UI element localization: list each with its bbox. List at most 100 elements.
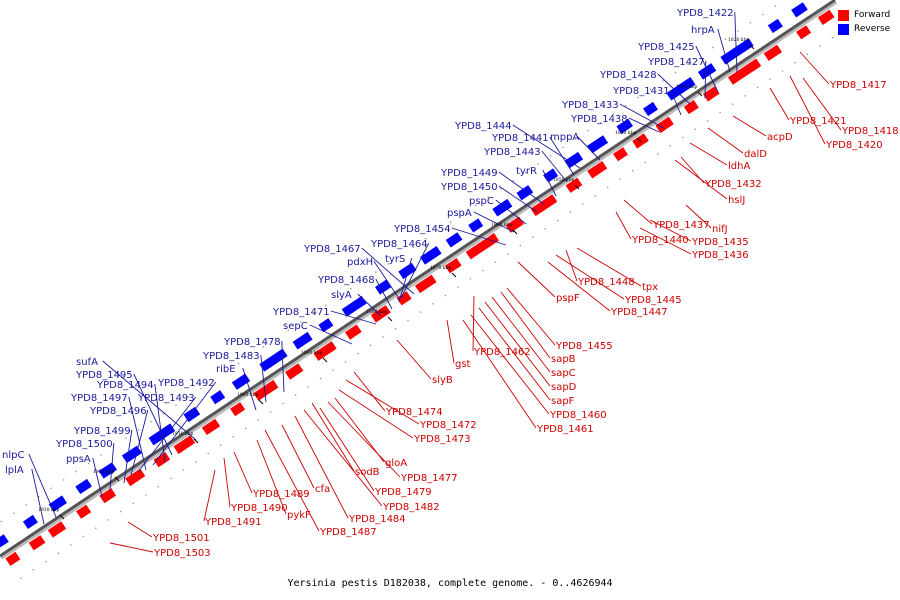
gene-label-sepC[interactable]: sepC [283,321,308,332]
gene-label-YPD8_1460[interactable]: YPD8_1460 [549,410,607,421]
gene-label-YPD8_1444[interactable]: YPD8_1444 [454,121,512,132]
gene-label-tyrS[interactable]: tyrS [385,254,405,265]
gene-label-slyB[interactable]: slyB [432,375,453,386]
gene-label-dalD[interactable]: dalD [744,149,767,160]
gene-label-YPD8_1421[interactable]: YPD8_1421 [789,116,847,127]
gene-label-YPD8_1491[interactable]: YPD8_1491 [204,517,262,528]
gene-label-YPD8_1447[interactable]: YPD8_1447 [610,307,668,318]
gene-label-sapD[interactable]: sapD [551,382,577,393]
gene-label-YPD8_1422[interactable]: YPD8_1422 [676,8,734,19]
gene-label-YPD8_1478[interactable]: YPD8_1478 [223,337,281,348]
gene-label-YPD8_1468[interactable]: YPD8_1468 [317,275,375,286]
backbone-dot [712,46,714,49]
gene-label-YPD8_1482[interactable]: YPD8_1482 [382,502,440,513]
gene-label-YPD8_1418[interactable]: YPD8_1418 [841,126,899,137]
backbone-dot [387,263,390,265]
gene-label-sapF[interactable]: sapF [551,396,575,407]
leader-line [373,260,401,301]
gene-label-pspA[interactable]: pspA [447,208,472,219]
gene-label-gst[interactable]: gst [455,359,471,370]
gene-label-ribE[interactable]: ribE [216,364,236,375]
forward-gene-block [796,25,812,40]
gene-label-gloA[interactable]: gloA [385,458,407,469]
gene-label-cfa[interactable]: cfa [315,484,330,495]
gene-label-pykF[interactable]: pykF [287,510,311,521]
gene-label-YPD8_1445[interactable]: YPD8_1445 [624,295,682,306]
gene-label-YPD8_1500[interactable]: YPD8_1500 [55,439,113,450]
gene-label-ldhA[interactable]: ldhA [728,161,750,172]
leader-line [294,415,349,519]
gene-label-ppsA[interactable]: ppsA [66,454,91,465]
gene-label-YPD8_1425[interactable]: YPD8_1425 [637,42,695,53]
gene-label-pspC[interactable]: pspC [469,196,494,207]
gene-label-slyA[interactable]: slyA [331,290,352,301]
gene-label-YPD8_1427[interactable]: YPD8_1427 [647,57,705,68]
gene-label-YPD8_1501[interactable]: YPD8_1501 [152,533,210,544]
gene-label-YPD8_1436[interactable]: YPD8_1436 [691,250,749,261]
gene-label-YPD8_1472[interactable]: YPD8_1472 [419,420,477,431]
gene-label-pspF[interactable]: pspF [556,293,580,304]
gene-label-YPD8_1483[interactable]: YPD8_1483 [202,351,260,362]
gene-label-YPD8_1440[interactable]: YPD8_1440 [631,235,689,246]
forward-gene-block [201,418,221,436]
gene-label-sufA[interactable]: sufA [76,357,98,368]
gene-label-YPD8_1428[interactable]: YPD8_1428 [599,70,657,81]
gene-label-YPD8_1433[interactable]: YPD8_1433 [561,100,619,111]
gene-label-YPD8_1432[interactable]: YPD8_1432 [704,179,762,190]
gene-label-hslJ[interactable]: hslJ [728,195,745,206]
gene-label-YPD8_1487[interactable]: YPD8_1487 [319,527,377,538]
gene-label-YPD8_1494[interactable]: YPD8_1494 [96,380,154,391]
gene-label-YPD8_1449[interactable]: YPD8_1449 [440,168,498,179]
gene-label-lplA[interactable]: lplA [5,465,24,476]
gene-label-YPD8_1462[interactable]: YPD8_1462 [473,347,531,358]
gene-label-YPD8_1438[interactable]: YPD8_1438 [570,114,628,125]
gene-label-YPD8_1450[interactable]: YPD8_1450 [440,182,498,193]
gene-label-YPD8_1489[interactable]: YPD8_1489 [252,489,310,500]
gene-label-YPD8_1474[interactable]: YPD8_1474 [385,407,443,418]
gene-label-sodB[interactable]: sodB [355,467,380,478]
gene-label-sapB[interactable]: sapB [551,354,576,365]
gene-label-YPD8_1455[interactable]: YPD8_1455 [555,341,613,352]
backbone-dot [706,120,709,122]
gene-label-YPD8_1471[interactable]: YPD8_1471 [272,307,330,318]
backbone-dot [756,86,759,89]
gene-label-YPD8_1467[interactable]: YPD8_1467 [303,244,361,255]
gene-label-YPD8_1490[interactable]: YPD8_1490 [230,503,288,514]
gene-label-YPD8_1461[interactable]: YPD8_1461 [536,424,594,435]
leader-line [264,429,320,532]
gene-label-YPD8_1431[interactable]: YPD8_1431 [612,86,670,97]
leader-line [233,451,253,494]
gene-label-YPD8_1441[interactable]: YPD8_1441 [491,133,549,144]
backbone-dot [562,146,564,149]
gene-label-YPD8_1477[interactable]: YPD8_1477 [400,473,458,484]
gene-label-YPD8_1464[interactable]: YPD8_1464 [370,239,428,250]
gene-label-YPD8_1454[interactable]: YPD8_1454 [393,224,451,235]
gene-label-YPD8_1497[interactable]: YPD8_1497 [70,393,128,404]
gene-label-pdxH[interactable]: pdxH [347,257,373,268]
gene-label-YPD8_1503[interactable]: YPD8_1503 [153,548,211,559]
gene-label-tyrR[interactable]: tyrR [516,166,537,177]
gene-label-YPD8_1448[interactable]: YPD8_1448 [577,277,635,288]
gene-label-YPD8_1493[interactable]: YPD8_1493 [137,393,195,404]
reverse-gene-block [445,232,463,248]
leader-line [127,521,153,538]
gene-label-YPD8_1417[interactable]: YPD8_1417 [829,80,887,91]
gene-label-YPD8_1473[interactable]: YPD8_1473 [413,434,471,445]
gene-label-acpD[interactable]: acpD [767,132,793,143]
gene-label-YPD8_1443[interactable]: YPD8_1443 [483,147,541,158]
gene-label-YPD8_1496[interactable]: YPD8_1496 [89,406,147,417]
gene-label-YPD8_1495[interactable]: YPD8_1495 [75,370,133,381]
gene-label-YPD8_1484[interactable]: YPD8_1484 [348,514,406,525]
gene-label-nlpC[interactable]: nlpC [2,450,24,461]
gene-label-YPD8_1420[interactable]: YPD8_1420 [825,140,883,151]
gene-label-tpx[interactable]: tpx [642,282,658,293]
gene-label-sapC[interactable]: sapC [551,368,576,379]
gene-label-YPD8_1499[interactable]: YPD8_1499 [73,426,131,437]
gene-label-mppA[interactable]: mppA [550,132,579,143]
gene-label-nifJ[interactable]: nifJ [712,224,728,235]
gene-label-YPD8_1492[interactable]: YPD8_1492 [157,378,215,389]
gene-label-YPD8_1435[interactable]: YPD8_1435 [691,237,749,248]
gene-label-YPD8_1437[interactable]: YPD8_1437 [652,220,710,231]
gene-label-YPD8_1479[interactable]: YPD8_1479 [374,487,432,498]
gene-label-hrpA[interactable]: hrpA [691,25,715,36]
